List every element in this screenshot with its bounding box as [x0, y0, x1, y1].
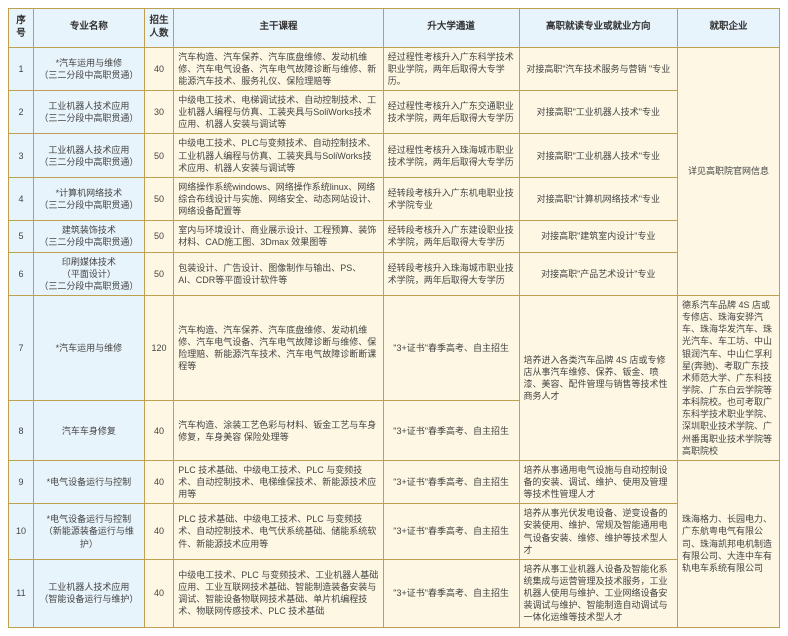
cell-courses: PLC 技术基础、中级电工技术、PLC 与变频技术、自动控制技术、电气伏系统基础…: [174, 504, 383, 560]
table-row: 1 *汽车运用与维修（三二分段中高职贯通） 40 汽车构造、汽车保养、汽车底盘维…: [9, 47, 780, 90]
cell-seq: 9: [9, 460, 34, 503]
cell-seq: 11: [9, 559, 34, 627]
cell-courses: 汽车构造、汽车保养、汽车底盘维修、发动机维修、汽车电气设备、汽车电气故障诊断与维…: [174, 296, 383, 401]
cell-num: 50: [144, 252, 173, 295]
cell-corp-group1: 详见高职院官网信息: [678, 47, 780, 295]
cell-name: *计算机网络技术（三二分段中高职贯通）: [33, 177, 144, 220]
cell-num: 40: [144, 460, 173, 503]
th-num: 招生人数: [144, 9, 173, 48]
cell-path: 经过程性考核升入珠海城市职业技术学院，两年后取得大专学历: [383, 134, 519, 177]
cell-path: 经过程性考核升入广东科学技术职业学院，两年后取得大专学历。: [383, 47, 519, 90]
cell-name: 建筑装饰技术（三二分段中高职贯通）: [33, 221, 144, 252]
cell-path: "3+证书"春季高考、自主招生: [383, 559, 519, 627]
cell-path: 经转段考核升入广东机电职业技术学院专业: [383, 177, 519, 220]
cell-seq: 1: [9, 47, 34, 90]
th-direction: 高职就读专业或就业方向: [519, 9, 678, 48]
cell-path: "3+证书"春季高考、自主招生: [383, 460, 519, 503]
cell-direction: 对接高职"汽车技术服务与营销 "专业: [519, 47, 678, 90]
th-seq: 序号: [9, 9, 34, 48]
cell-courses: 中级电工技术、PLC与变频技术、自动控制技术、工业机器人编程与仿真、工装夹具与S…: [174, 134, 383, 177]
cell-seq: 3: [9, 134, 34, 177]
table-row: 3 工业机器人技术应用（三二分段中高职贯通） 50 中级电工技术、PLC与变频技…: [9, 134, 780, 177]
cell-num: 40: [144, 504, 173, 560]
cell-seq: 5: [9, 221, 34, 252]
cell-num: 30: [144, 91, 173, 134]
cell-name: 工业机器人技术应用（智能设备运行与维护）: [33, 559, 144, 627]
cell-num: 50: [144, 134, 173, 177]
cell-name: 印刷媒体技术（平面设计）（三二分段中高职贯通）: [33, 252, 144, 295]
cell-path: "3+证书"春季高考、自主招生: [383, 401, 519, 460]
cell-seq: 7: [9, 296, 34, 401]
cell-courses: 中级电工技术、电梯调试技术、自动控制技术、工业机器人编程与仿真、工装夹具与Sol…: [174, 91, 383, 134]
cell-courses: 包装设计、广告设计、图像制作与输出、PS、AI、CDR等平面设计软件等: [174, 252, 383, 295]
table-row: 10 *电气设备运行与控制（新能源装备运行与维护） 40 PLC 技术基础、中级…: [9, 504, 780, 560]
cell-path: 经过程性考核升入广东交通职业技术学院，两年后取得大专学历: [383, 91, 519, 134]
cell-path: "3+证书"春季高考、自主招生: [383, 296, 519, 401]
cell-name: 工业机器人技术应用（三二分段中高职贯通）: [33, 91, 144, 134]
cell-num: 50: [144, 177, 173, 220]
cell-name: 汽车车身修复: [33, 401, 144, 460]
table-row: 9 *电气设备运行与控制 40 PLC 技术基础、中级电工技术、PLC 与变频技…: [9, 460, 780, 503]
table-row: 4 *计算机网络技术（三二分段中高职贯通） 50 网络操作系统windows、网…: [9, 177, 780, 220]
cell-seq: 8: [9, 401, 34, 460]
cell-direction: 对接高职"工业机器人技术"专业: [519, 91, 678, 134]
cell-direction: 培养从事通用电气设施与自动控制设备的安装、调试、维护、使用及管理等技术性管理人才: [519, 460, 678, 503]
cell-courses: PLC 技术基础、中级电工技术、PLC 与变频技术、自动控制技术、电梯维保技术、…: [174, 460, 383, 503]
cell-courses: 室内与环境设计、商业展示设计、工程预算、装饰材料、CAD施工图、3Dmax 效果…: [174, 221, 383, 252]
cell-path: 经转段考核升入珠海城市职业技术学院，两年后取得大专学历: [383, 252, 519, 295]
cell-seq: 2: [9, 91, 34, 134]
cell-corp-group2: 德系汽车品牌 4S 店或专修店、珠海安骅汽车、珠海华发汽车、珠光汽车、车工坊、中…: [678, 296, 780, 461]
th-courses: 主干课程: [174, 9, 383, 48]
cell-direction: 培养进入各类汽车品牌 4S 店或专修店从事汽车维修、保养、钣金、喷漆、美容、配件…: [519, 296, 678, 461]
cell-seq: 4: [9, 177, 34, 220]
cell-name: *电气设备运行与控制（新能源装备运行与维护）: [33, 504, 144, 560]
th-path: 升大学通道: [383, 9, 519, 48]
cell-seq: 10: [9, 504, 34, 560]
cell-name: *电气设备运行与控制: [33, 460, 144, 503]
cell-direction: 对接高职"产品艺术设计"专业: [519, 252, 678, 295]
cell-name: 工业机器人技术应用（三二分段中高职贯通）: [33, 134, 144, 177]
cell-num: 120: [144, 296, 173, 401]
cell-num: 40: [144, 559, 173, 627]
cell-direction: 对接高职"计算机网络技术"专业: [519, 177, 678, 220]
majors-table: 序号 专业名称 招生人数 主干课程 升大学通道 高职就读专业或就业方向 就职企业…: [8, 8, 780, 628]
table-row: 11 工业机器人技术应用（智能设备运行与维护） 40 中级电工技术、PLC 与变…: [9, 559, 780, 627]
table-row: 2 工业机器人技术应用（三二分段中高职贯通） 30 中级电工技术、电梯调试技术、…: [9, 91, 780, 134]
cell-name: *汽车运用与维修（三二分段中高职贯通）: [33, 47, 144, 90]
cell-num: 50: [144, 221, 173, 252]
cell-num: 40: [144, 401, 173, 460]
cell-courses: 汽车构造、涂装工艺色彩与材料、钣金工艺与车身修复，车身美容 保险处理等: [174, 401, 383, 460]
th-name: 专业名称: [33, 9, 144, 48]
th-corp: 就职企业: [678, 9, 780, 48]
cell-courses: 网络操作系统windows、网络操作系统linux、网络综合布线设计与实施、网络…: [174, 177, 383, 220]
cell-courses: 中级电工技术、PLC 与变频技术、工业机器人基础应用、工业互联网技术基础、智能制…: [174, 559, 383, 627]
table-row: 7 *汽车运用与维修 120 汽车构造、汽车保养、汽车底盘维修、发动机维修、汽车…: [9, 296, 780, 401]
cell-path: 经转段考核升入广东建设职业技术学院，两年后取得大专学历: [383, 221, 519, 252]
cell-seq: 6: [9, 252, 34, 295]
cell-name: *汽车运用与维修: [33, 296, 144, 401]
cell-direction: 培养从事工业机器人设备及智能化系统集成与运营管理及技术服务，工业机器人使用与维护…: [519, 559, 678, 627]
header-row: 序号 专业名称 招生人数 主干课程 升大学通道 高职就读专业或就业方向 就职企业: [9, 9, 780, 48]
table-row: 6 印刷媒体技术（平面设计）（三二分段中高职贯通） 50 包装设计、广告设计、图…: [9, 252, 780, 295]
table-body: 1 *汽车运用与维修（三二分段中高职贯通） 40 汽车构造、汽车保养、汽车底盘维…: [9, 47, 780, 627]
cell-direction: 对接高职"工业机器人技术"专业: [519, 134, 678, 177]
cell-courses: 汽车构造、汽车保养、汽车底盘维修、发动机维修、汽车电气设备、汽车电气故障诊断与维…: [174, 47, 383, 90]
cell-direction: 培养从事光伏发电设备、逆变设备的安装使用、维护、常规及智能通用电气设备安装、维修…: [519, 504, 678, 560]
cell-corp-group3: 珠海格力、长园电力、广东航粤电气有限公司、珠海凯邦电机制造有限公司、大连中车有轨…: [678, 460, 780, 627]
table-row: 5 建筑装饰技术（三二分段中高职贯通） 50 室内与环境设计、商业展示设计、工程…: [9, 221, 780, 252]
cell-direction: 对接高职"建筑室内设计"专业: [519, 221, 678, 252]
cell-path: "3+证书"春季高考、自主招生: [383, 504, 519, 560]
cell-num: 40: [144, 47, 173, 90]
